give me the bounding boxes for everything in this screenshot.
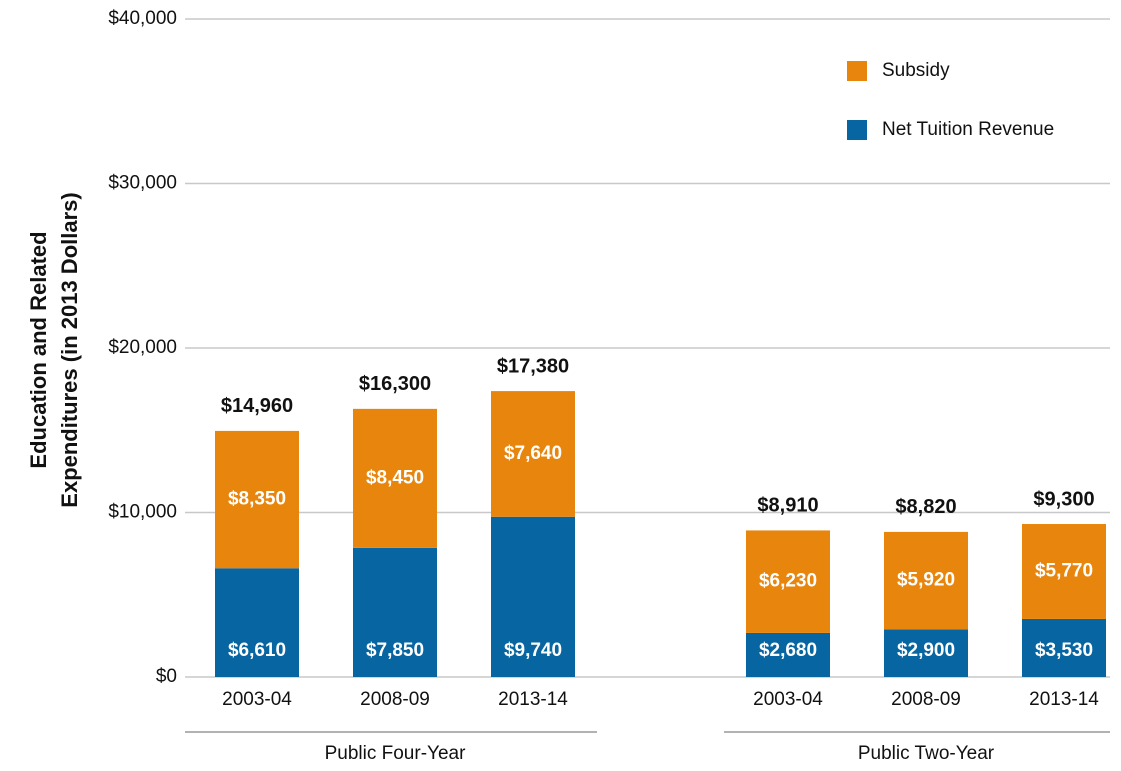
x-tick-label: 2013-14 — [498, 689, 568, 710]
bar-segment — [491, 391, 575, 517]
segment-label: $8,350 — [228, 489, 286, 510]
bar-segment — [884, 629, 968, 677]
x-tick-label: 2008-09 — [360, 689, 430, 710]
y-axis-label-line: Education and Related — [26, 231, 51, 468]
bar-segment — [746, 530, 830, 633]
bar-segment — [884, 531, 968, 630]
segment-label: $6,610 — [228, 640, 286, 661]
x-tick-label: 2003-04 — [753, 689, 823, 710]
bar-segment — [1022, 618, 1106, 677]
y-axis-label: Education and Related Expenditures (in 20… — [26, 192, 82, 507]
bar-segment — [491, 516, 575, 677]
x-tick-label: 2008-09 — [891, 689, 961, 710]
segment-label: $7,640 — [504, 443, 562, 464]
y-tick-label: $20,000 — [108, 337, 177, 358]
group-label: Public Two-Year — [858, 743, 995, 764]
segment-label: $5,920 — [897, 570, 955, 591]
segment-label: $2,680 — [759, 640, 817, 661]
segment-label: $8,450 — [366, 467, 424, 488]
x-tick-label: 2013-14 — [1029, 689, 1099, 710]
total-label: $8,820 — [895, 496, 956, 518]
bar-segment — [353, 408, 437, 548]
bar-segment — [215, 568, 299, 677]
legend-swatch — [847, 61, 867, 81]
y-axis-label-line: Expenditures (in 2013 Dollars) — [57, 192, 82, 507]
bar-segment — [1022, 524, 1106, 619]
total-label: $9,300 — [1033, 488, 1094, 510]
bar-segment — [353, 547, 437, 677]
segment-label: $7,850 — [366, 640, 424, 661]
total-label: $17,380 — [497, 355, 569, 377]
legend-label: Subsidy — [882, 60, 950, 81]
y-tick-label: $10,000 — [108, 502, 177, 523]
total-label: $16,300 — [359, 373, 431, 395]
segment-label: $9,740 — [504, 640, 562, 661]
group-label: Public Four-Year — [325, 743, 466, 764]
legend-label: Net Tuition Revenue — [882, 119, 1054, 140]
y-tick-label: $0 — [156, 666, 177, 687]
legend-swatch — [847, 120, 867, 140]
bar-segment — [746, 632, 830, 677]
segment-label: $5,770 — [1035, 560, 1093, 581]
x-tick-label: 2003-04 — [222, 689, 292, 710]
y-tick-label: $30,000 — [108, 173, 177, 194]
segment-label: $2,900 — [897, 640, 955, 661]
segment-label: $3,530 — [1035, 640, 1093, 661]
total-label: $8,910 — [757, 495, 818, 517]
bar-segment — [215, 430, 299, 569]
y-tick-label: $40,000 — [108, 8, 177, 29]
total-label: $14,960 — [221, 395, 293, 417]
segment-label: $6,230 — [759, 571, 817, 592]
